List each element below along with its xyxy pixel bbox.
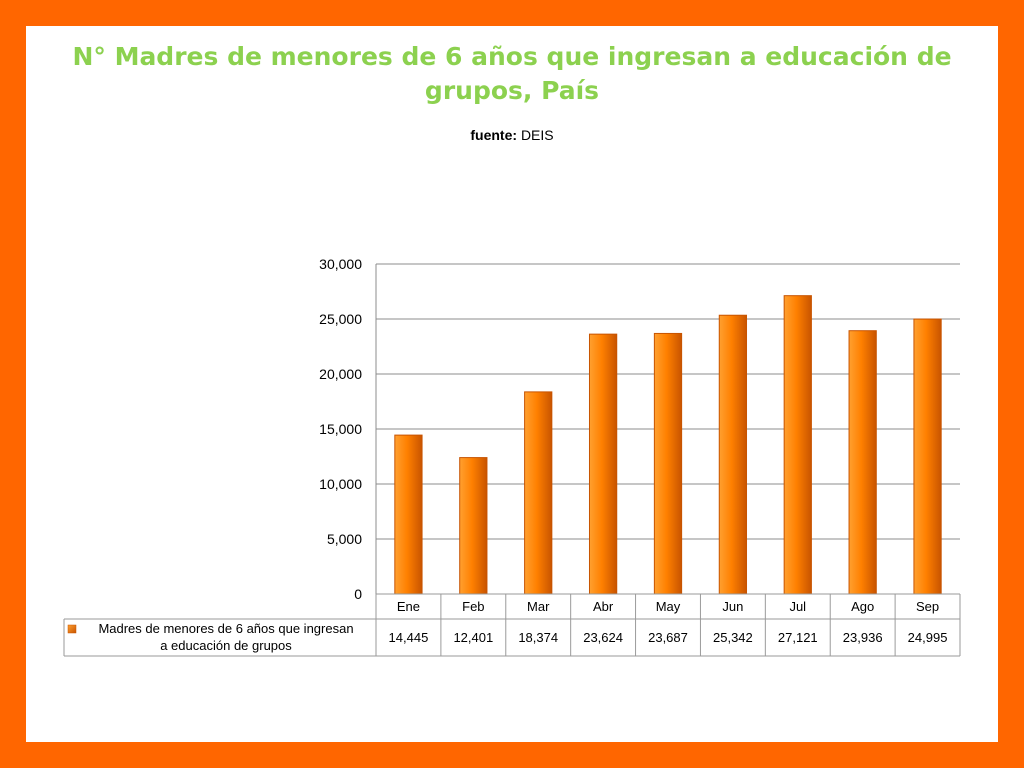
series-name-line-1: Madres de menores de 6 años que ingresan bbox=[98, 621, 353, 636]
data-label: 23,687 bbox=[648, 630, 688, 645]
series-name-line-2: a educación de grupos bbox=[160, 638, 292, 653]
x-tick-label: May bbox=[656, 599, 681, 614]
source-label: fuente: bbox=[470, 127, 518, 143]
y-tick-label: 30,000 bbox=[319, 256, 362, 272]
data-label: 24,995 bbox=[908, 630, 948, 645]
data-table: Ene 14,445 Feb 12,401 Mar 18,374 Abr 23,624 May 2… bbox=[63, 593, 961, 657]
bar-abr bbox=[588, 333, 618, 595]
bar-jun bbox=[718, 314, 748, 595]
data-label: 12,401 bbox=[453, 630, 493, 645]
bar-ene bbox=[394, 434, 423, 595]
title-line-1: N° Madres de menores de 6 años que ingre… bbox=[72, 42, 952, 71]
data-label: 14,445 bbox=[389, 630, 429, 645]
bars bbox=[394, 295, 942, 595]
source-line: fuente: DEIS bbox=[26, 127, 998, 143]
legend-key bbox=[67, 624, 77, 634]
y-tick-label: 0 bbox=[354, 586, 362, 602]
data-label: 23,624 bbox=[583, 630, 623, 645]
y-tick-label: 25,000 bbox=[319, 311, 362, 327]
x-tick-label: Jul bbox=[789, 599, 806, 614]
x-tick-label: Ago bbox=[851, 599, 874, 614]
y-tick-label: 20,000 bbox=[319, 366, 362, 382]
data-label: 23,936 bbox=[843, 630, 883, 645]
y-tick-label: 5,000 bbox=[327, 531, 362, 547]
x-tick-label: Mar bbox=[527, 599, 550, 614]
y-axis: 0 5,000 10,000 15,000 20,000 25,000 30,000 bbox=[319, 256, 377, 602]
bar-ago bbox=[848, 330, 877, 595]
data-label: 25,342 bbox=[713, 630, 753, 645]
data-label: 27,121 bbox=[778, 630, 818, 645]
y-tick-label: 10,000 bbox=[319, 476, 362, 492]
title-line-2: grupos, País bbox=[424, 76, 600, 105]
bar-may bbox=[653, 332, 683, 595]
bar-sep bbox=[913, 318, 942, 595]
bar-feb bbox=[459, 457, 488, 595]
bar-mar bbox=[524, 391, 553, 595]
y-tick-label: 15,000 bbox=[319, 421, 362, 437]
x-tick-label: Feb bbox=[462, 599, 484, 614]
slide-title: N° Madres de menores de 6 años que ingre… bbox=[26, 40, 998, 108]
x-tick-label: Abr bbox=[593, 599, 614, 614]
bar-jul bbox=[783, 295, 812, 595]
data-label: 18,374 bbox=[518, 630, 558, 645]
x-tick-label: Sep bbox=[916, 599, 939, 614]
x-tick-label: Jun bbox=[722, 599, 743, 614]
x-tick-label: Ene bbox=[397, 599, 420, 614]
source-value: DEIS bbox=[520, 127, 554, 143]
slide: N° Madres de menores de 6 años que ingre… bbox=[26, 26, 998, 742]
